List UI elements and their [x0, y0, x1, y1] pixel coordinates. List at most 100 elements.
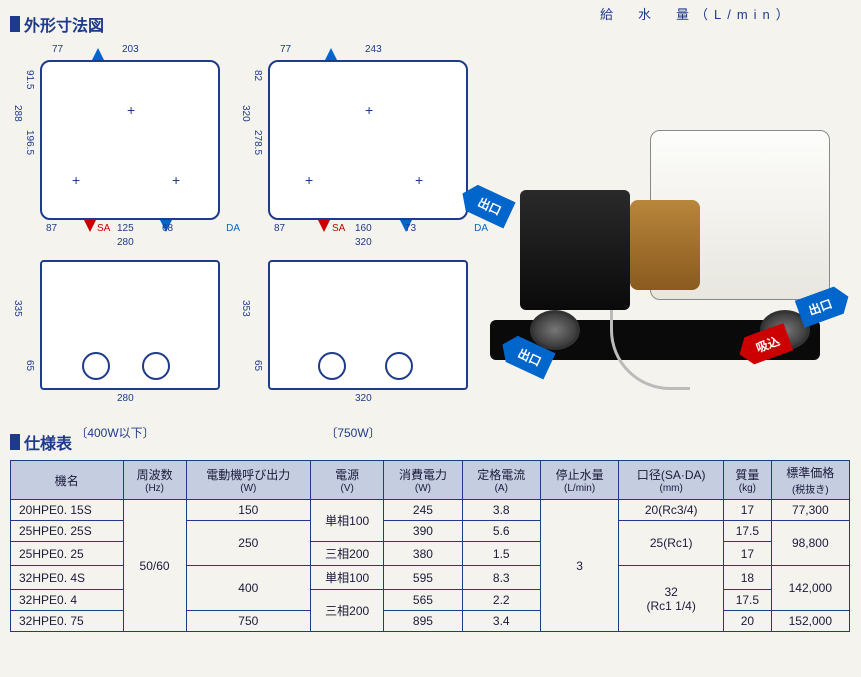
h: 周波数	[137, 468, 173, 482]
cell-cons: 595	[384, 566, 462, 590]
cell-model: 25HPE0. 25S	[11, 521, 124, 542]
dim-label: 335	[12, 300, 23, 317]
dim-label: 203	[122, 44, 139, 55]
cell-price: 77,300	[771, 500, 849, 521]
dim-label: 87	[274, 223, 285, 234]
cell-mass: 17.5	[724, 590, 772, 611]
cell-model: 32HPE0. 4	[11, 590, 124, 611]
center-mark: +	[305, 172, 313, 188]
flow-rate-label: 給 水 量（L/min）	[600, 4, 795, 23]
table-header-row: 機名 周波数(Hz) 電動機呼び出力(W) 電源(V) 消費電力(W) 定格電流…	[11, 461, 850, 500]
col-cons: 消費電力(W)	[384, 461, 462, 500]
outlet-arrow-icon	[92, 48, 104, 60]
cell-stop: 3	[540, 500, 618, 632]
dim-label: 280	[117, 237, 134, 248]
h: 消費電力	[399, 468, 447, 482]
cell-power: 三相200	[311, 590, 384, 632]
cell-motor: 400	[186, 566, 311, 611]
spec-table: 機名 周波数(Hz) 電動機呼び出力(W) 電源(V) 消費電力(W) 定格電流…	[10, 460, 850, 632]
cell-amp: 3.8	[462, 500, 540, 521]
cell-cons: 390	[384, 521, 462, 542]
cell-dia: 25(Rc1)	[619, 521, 724, 566]
h: 質量	[735, 468, 759, 482]
cell-power: 単相100	[311, 566, 384, 590]
outlet-arrow-icon	[325, 48, 337, 60]
dim-label: 68	[162, 223, 173, 234]
dim-label: 77	[280, 44, 291, 55]
u: (L/min)	[547, 483, 612, 494]
dim-label: 82	[252, 70, 263, 81]
dim-label: 320	[355, 393, 372, 404]
u: (Hz)	[130, 483, 180, 494]
top-view-750w: 77 243 + + + 87 SA 160 73 DA 320	[268, 60, 468, 220]
cell-model: 32HPE0. 75	[11, 611, 124, 632]
u: (mm)	[625, 483, 717, 494]
dimensional-drawings: 77 203 + + + 87 SA 125 68 DA 280 288 196…	[10, 40, 468, 441]
cell-price: 142,000	[771, 566, 849, 611]
inlet-arrow-icon	[318, 220, 330, 232]
cell-amp: 3.4	[462, 611, 540, 632]
drawing-caption-400w: 〔400W以下〕	[75, 424, 154, 441]
cell-price: 98,800	[771, 521, 849, 566]
drawing-caption-750w: 〔750W〕	[325, 424, 380, 441]
inlet-arrow-icon	[84, 220, 96, 232]
cell-dia: 32(Rc1 1/4)	[619, 566, 724, 632]
drawing-col-750w: 77 243 + + + 87 SA 160 73 DA 320 320 278…	[238, 40, 468, 441]
center-mark: +	[72, 172, 80, 188]
dim-label: 77	[52, 44, 63, 55]
sa-label: SA	[332, 223, 345, 234]
h: 電源	[335, 468, 359, 482]
cell-cons: 245	[384, 500, 462, 521]
cable-icon	[610, 310, 690, 390]
cell-mass: 17	[724, 500, 772, 521]
cell-power: 単相100	[311, 500, 384, 542]
cell-mass: 17	[724, 542, 772, 566]
col-freq: 周波数(Hz)	[123, 461, 186, 500]
cell-model: 25HPE0. 25	[11, 542, 124, 566]
dim-label: 160	[355, 223, 372, 234]
col-stop: 停止水量(L/min)	[540, 461, 618, 500]
dim-label: 73	[405, 223, 416, 234]
pump-motor	[520, 190, 630, 310]
u: (kg)	[730, 483, 765, 494]
dim-label: 91.5	[24, 70, 35, 89]
u: (W)	[390, 483, 455, 494]
col-amp: 定格電流(A)	[462, 461, 540, 500]
dim-label: 87	[46, 223, 57, 234]
flange-icon	[530, 310, 580, 350]
cell-amp: 8.3	[462, 566, 540, 590]
center-mark: +	[127, 102, 135, 118]
center-mark: +	[415, 172, 423, 188]
v2: (Rc1 1/4)	[647, 599, 696, 613]
center-mark: +	[365, 102, 373, 118]
dim-label: 278.5	[252, 130, 263, 155]
cell-motor: 150	[186, 500, 311, 521]
cell-amp: 5.6	[462, 521, 540, 542]
cell-model: 32HPE0. 4S	[11, 566, 124, 590]
front-view-750w: 320	[268, 260, 468, 390]
u: (A)	[469, 483, 534, 494]
dim-label: 353	[240, 300, 251, 317]
port-icon	[142, 352, 170, 380]
u: (税抜き)	[778, 481, 843, 496]
col-dia: 口径(SA·DA)(mm)	[619, 461, 724, 500]
dim-label: 320	[355, 237, 372, 248]
cell-motor: 250	[186, 521, 311, 566]
col-price: 標準価格(税抜き)	[771, 461, 849, 500]
cell-cons: 380	[384, 542, 462, 566]
table-row: 20HPE0. 15S 50/60 150 単相100 245 3.8 3 20…	[11, 500, 850, 521]
port-icon	[82, 352, 110, 380]
h: 電動機呼び出力	[206, 468, 290, 482]
outlet-arrow-label: 出口	[456, 180, 515, 228]
sa-label: SA	[97, 223, 110, 234]
cell-amp: 1.5	[462, 542, 540, 566]
port-icon	[385, 352, 413, 380]
drawing-col-400w: 77 203 + + + 87 SA 125 68 DA 280 288 196…	[10, 40, 220, 441]
center-mark: +	[172, 172, 180, 188]
section-title-dimensions: 外形寸法図	[10, 12, 104, 36]
h: 停止水量	[556, 468, 604, 482]
dim-label: 288	[12, 105, 23, 122]
dim-label: 65	[252, 360, 263, 371]
cell-dia: 20(Rc3/4)	[619, 500, 724, 521]
h: 定格電流	[477, 468, 525, 482]
